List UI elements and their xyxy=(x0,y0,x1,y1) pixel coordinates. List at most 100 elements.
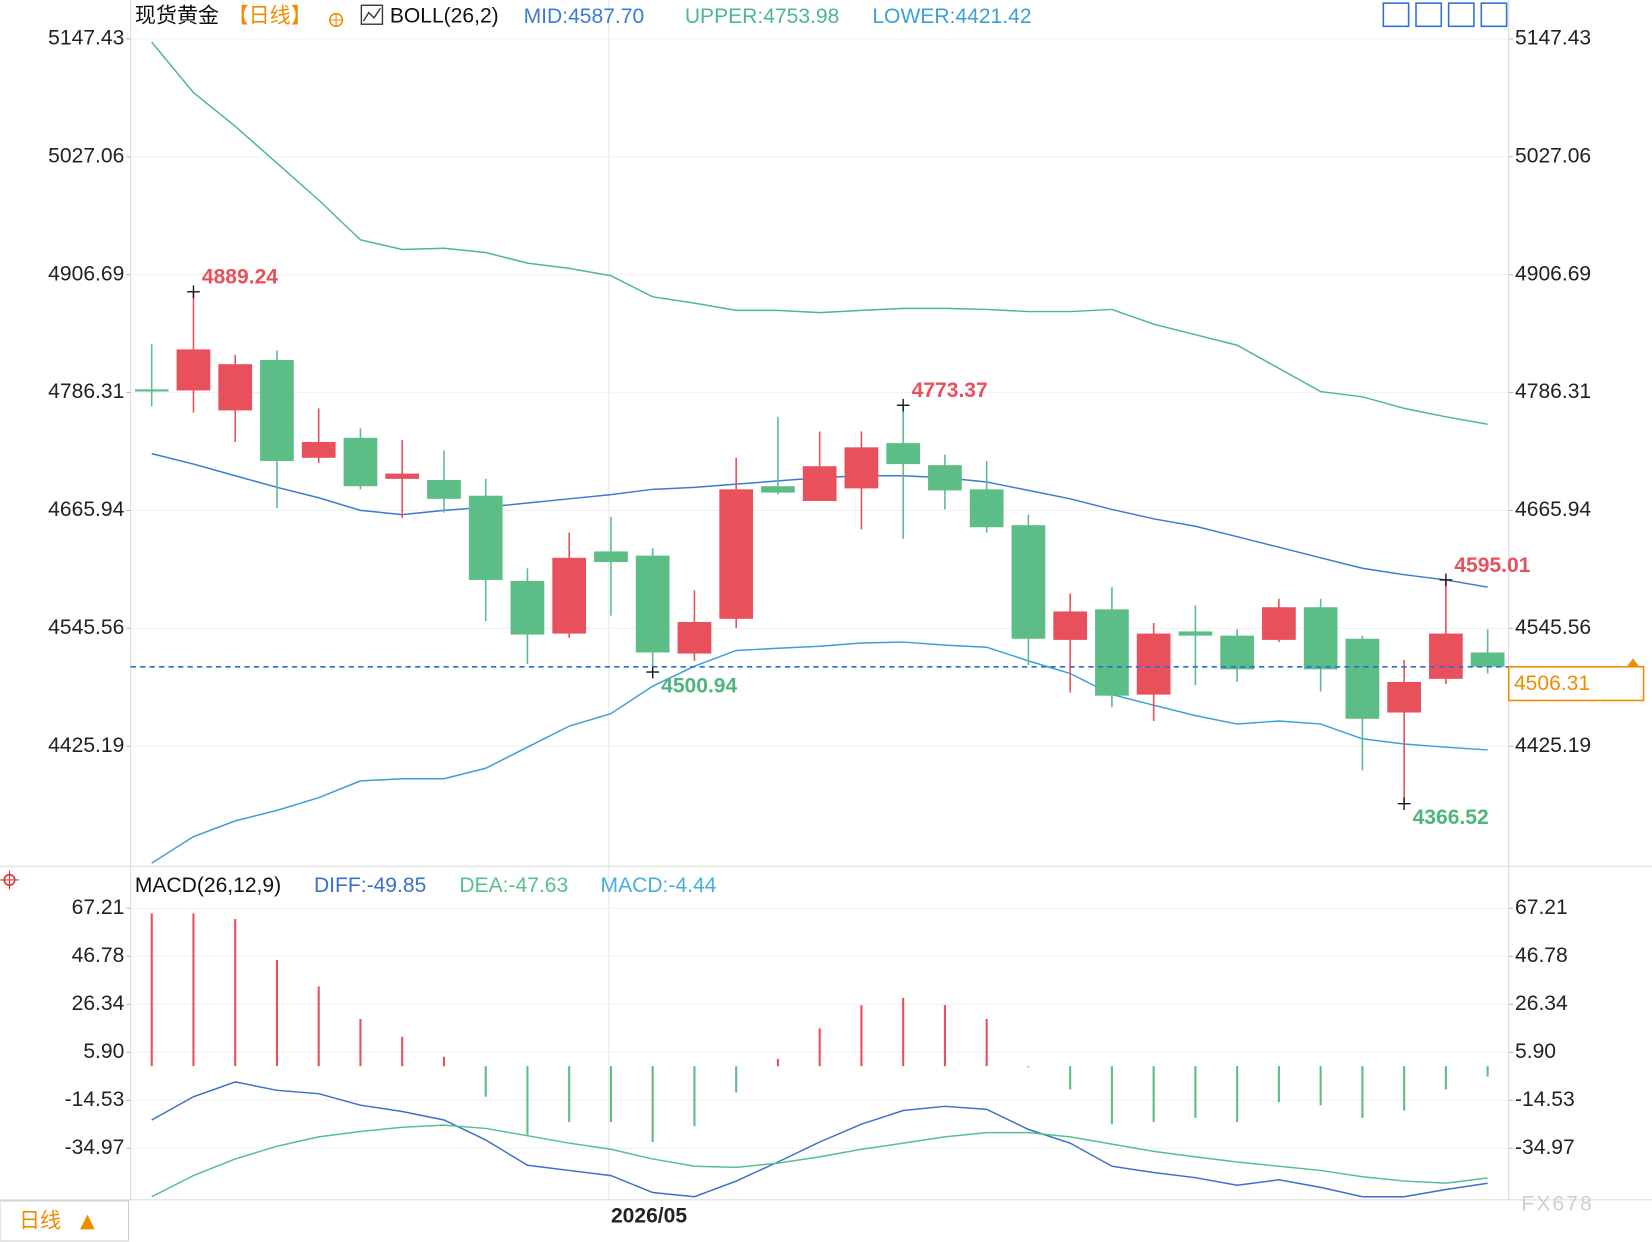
indicator-icon[interactable] xyxy=(360,4,384,25)
candle-body xyxy=(1095,609,1129,696)
candle-body xyxy=(468,495,503,580)
legend-entry: DEA:-47.63 xyxy=(459,874,568,897)
candle-body xyxy=(176,349,211,391)
last-price-box xyxy=(1507,665,1645,702)
legend-name: DIFF: xyxy=(314,874,367,897)
indicator-line xyxy=(151,1081,1488,1198)
indicator-line xyxy=(151,641,1488,864)
y-tick-label: 46.78 xyxy=(72,944,125,967)
candle-body xyxy=(1262,607,1296,640)
y-tick-label: 5147.43 xyxy=(48,27,124,50)
legend-entry: MACD:-4.44 xyxy=(601,874,717,897)
tool-button[interactable] xyxy=(1447,2,1475,28)
candle-body xyxy=(969,489,1004,528)
candle-body xyxy=(510,580,545,635)
candle-body xyxy=(218,364,253,411)
last-price-label: 4506.31 xyxy=(1514,672,1590,695)
candle-body xyxy=(385,473,420,479)
y-tick-label-right: 5.90 xyxy=(1515,1040,1556,1063)
candle-body xyxy=(802,466,837,501)
y-tick-label-right: 26.34 xyxy=(1515,992,1568,1015)
tool-button[interactable] xyxy=(1415,2,1443,28)
watermark: FX678 xyxy=(1521,1193,1594,1216)
candle-body xyxy=(594,551,628,563)
tool-button[interactable] xyxy=(1480,2,1508,28)
y-tick-label: 4545.56 xyxy=(48,616,124,639)
y-tick-label-right: 4545.56 xyxy=(1515,616,1591,639)
candle-body xyxy=(1011,525,1046,639)
candle-body xyxy=(1387,681,1422,713)
legend-value: 4587.70 xyxy=(568,4,644,27)
candle-body xyxy=(677,622,712,654)
legend-value: -47.63 xyxy=(509,874,569,897)
y-tick-label: 67.21 xyxy=(72,896,125,919)
indicator-title: MACD(26,12,9) xyxy=(135,874,281,897)
y-tick-label: 4906.69 xyxy=(48,262,124,285)
period-switch-label[interactable]: 日线 xyxy=(19,1209,61,1233)
extreme-label: 4889.24 xyxy=(202,266,278,289)
legend-name: MACD: xyxy=(601,874,669,897)
legend-entry: LOWER:4421.42 xyxy=(872,4,1031,27)
y-tick-label: 5.90 xyxy=(83,1040,124,1063)
legend-name: LOWER: xyxy=(872,4,955,27)
extreme-label: 4366.52 xyxy=(1413,806,1489,829)
legend-name: DEA: xyxy=(459,874,508,897)
candle-body xyxy=(1345,638,1380,719)
legend-entry: UPPER:4753.98 xyxy=(685,4,840,27)
candle-body xyxy=(552,557,587,634)
y-tick-label-right: 4906.69 xyxy=(1515,262,1591,285)
candle-body xyxy=(134,389,169,392)
toolbar xyxy=(1382,2,1508,28)
y-tick-label-right: 46.78 xyxy=(1515,944,1568,967)
candle-body xyxy=(635,555,670,653)
legend-name: MID: xyxy=(524,4,568,27)
legend-value: -4.44 xyxy=(668,874,716,897)
legend-name: UPPER: xyxy=(685,4,763,27)
candle-body xyxy=(427,479,461,499)
legend-entry: MID:4587.70 xyxy=(524,4,645,27)
candle-body xyxy=(1136,633,1171,695)
candle-body xyxy=(260,359,294,461)
y-tick-label: -34.97 xyxy=(65,1136,125,1159)
candle-body xyxy=(1470,652,1505,667)
y-tick-label-right: 4425.19 xyxy=(1515,734,1591,757)
indicator-line xyxy=(151,1124,1488,1198)
y-tick-label: 26.34 xyxy=(72,992,125,1015)
y-tick-label-right: 5147.43 xyxy=(1515,27,1591,50)
period-switch[interactable] xyxy=(0,1200,130,1242)
candle-body xyxy=(1053,611,1088,640)
indicator-line xyxy=(151,41,1488,426)
candle-body xyxy=(761,486,795,493)
symbol: 现货黄金 xyxy=(135,3,219,27)
y-tick-label: 4786.31 xyxy=(48,380,124,403)
candle-body xyxy=(1220,635,1255,670)
y-tick-label: 5027.06 xyxy=(48,144,124,167)
period[interactable]: 【日线】 xyxy=(228,3,312,27)
legend-entry: DIFF:-49.85 xyxy=(314,874,426,897)
y-tick-label-right: -14.53 xyxy=(1515,1088,1575,1111)
x-tick-label: 2026/05 xyxy=(611,1204,687,1227)
candle-body xyxy=(301,442,336,458)
tool-button[interactable] xyxy=(1382,2,1410,28)
y-tick-label: 4425.19 xyxy=(48,734,124,757)
y-tick-label-right: -34.97 xyxy=(1515,1136,1575,1159)
candle-body xyxy=(1429,633,1463,679)
candle-body xyxy=(1178,631,1213,636)
y-tick-label-right: 67.21 xyxy=(1515,896,1568,919)
legend-value: 4753.98 xyxy=(763,4,839,27)
extreme-label: 4773.37 xyxy=(912,379,988,402)
candle-body xyxy=(719,489,754,619)
period-switch-arrow[interactable] xyxy=(80,1214,95,1230)
y-tick-label: -14.53 xyxy=(65,1088,125,1111)
legend-value: -49.85 xyxy=(367,874,427,897)
crosshair-icon[interactable] xyxy=(0,870,19,890)
candle-body xyxy=(844,447,879,489)
settings-icon[interactable] xyxy=(328,12,344,28)
candle-body xyxy=(886,443,921,465)
y-tick-label: 4665.94 xyxy=(48,498,124,521)
legend-value: 4421.42 xyxy=(955,4,1031,27)
extreme-label: 4500.94 xyxy=(661,674,737,697)
y-tick-label-right: 4786.31 xyxy=(1515,380,1591,403)
